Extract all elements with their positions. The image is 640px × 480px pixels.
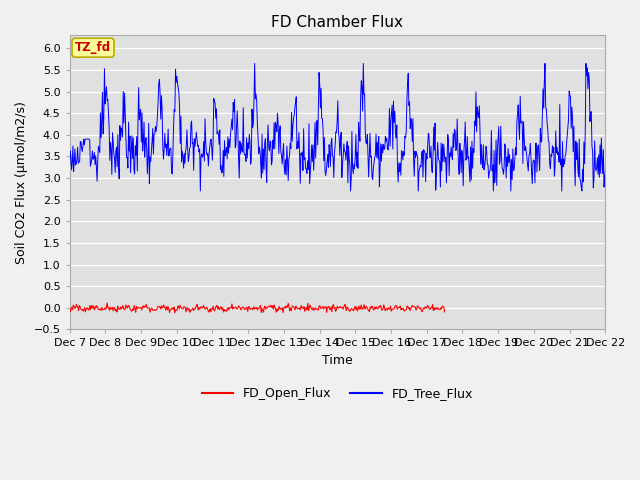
Legend: FD_Open_Flux, FD_Tree_Flux: FD_Open_Flux, FD_Tree_Flux <box>197 383 478 406</box>
Y-axis label: Soil CO2 Flux (μmol/m2/s): Soil CO2 Flux (μmol/m2/s) <box>15 101 28 264</box>
X-axis label: Time: Time <box>322 354 353 367</box>
Title: FD Chamber Flux: FD Chamber Flux <box>271 15 403 30</box>
Text: TZ_fd: TZ_fd <box>75 41 111 54</box>
